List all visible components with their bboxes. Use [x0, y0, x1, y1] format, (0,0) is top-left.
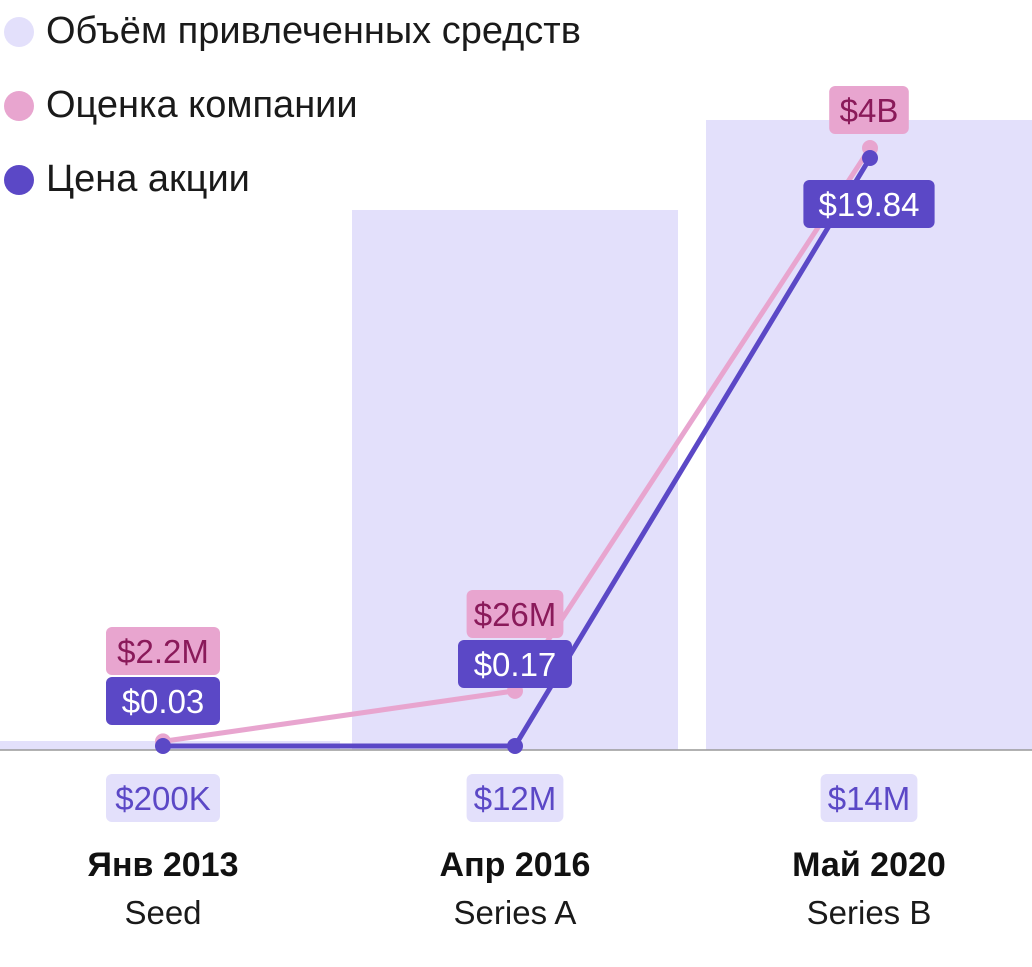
- funding-label-3-bg: [820, 774, 918, 822]
- legend-dot-share-price: [4, 164, 34, 195]
- x-tick-label-2: Апр 2016: [440, 846, 591, 884]
- share-price-point-1: [155, 738, 171, 754]
- funding-label-3: $14M: [828, 780, 911, 817]
- share-price-label-2-bg: [458, 640, 572, 688]
- valuation-label-3-bg: [829, 86, 909, 134]
- valuation-label-2: $26M: [474, 596, 557, 633]
- funding-label-1: $200K: [115, 780, 210, 817]
- funding-label-1-bg: [106, 774, 220, 822]
- x-tick-sublabel-3: Series B: [807, 894, 932, 931]
- x-tick-sublabel-1: Seed: [124, 894, 201, 931]
- share-price-label-1: $0.03: [122, 683, 205, 720]
- funding-label-2-bg: [466, 774, 564, 822]
- legend-label-share-price: Цена акции: [46, 158, 250, 200]
- valuation-label-1-bg: [106, 627, 220, 675]
- x-tick-label-3: Май 2020: [792, 846, 946, 884]
- valuation-label-1: $2.2M: [117, 633, 209, 670]
- valuation-label-2-bg: [466, 590, 564, 638]
- funding-label-2: $12M: [474, 780, 557, 817]
- share-price-point-2: [507, 738, 523, 754]
- x-tick-label-1: Янв 2013: [88, 846, 239, 884]
- share-price-label-2: $0.17: [474, 646, 557, 683]
- legend-label-valuation: Оценка компании: [46, 84, 358, 126]
- legend-item-share-price: Цена акции: [0, 158, 250, 201]
- valuation-label-3: $4B: [840, 92, 899, 129]
- legend-item-funding: Объём привлеченных средств: [0, 10, 581, 53]
- legend-label-funding: Объём привлеченных средств: [46, 10, 581, 52]
- share-price-label-3: $19.84: [819, 186, 920, 223]
- legend-item-valuation: Оценка компании: [0, 84, 358, 127]
- share-price-label-1-bg: [106, 677, 220, 725]
- share-price-point-3: [862, 150, 878, 166]
- legend-dot-funding: [4, 16, 34, 47]
- legend-dot-valuation: [4, 90, 34, 121]
- share-price-label-3-bg: [803, 180, 935, 228]
- x-tick-sublabel-2: Series A: [454, 894, 577, 931]
